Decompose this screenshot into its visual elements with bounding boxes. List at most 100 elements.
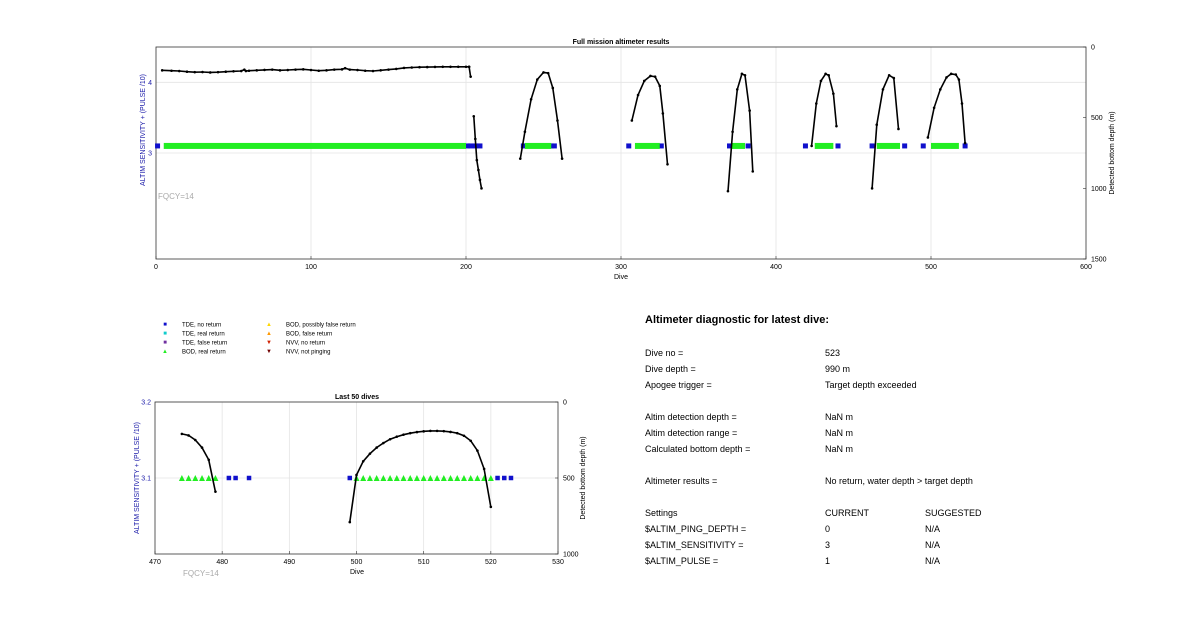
bottom-depth-point [368, 452, 372, 455]
bottom-depth-point [187, 434, 190, 437]
sensitivity-label: $ALTIM_SENSITIVITY = [645, 540, 744, 550]
grid-lines [156, 47, 1086, 259]
bottom-depth-line [181, 433, 217, 492]
tde-no-return-marker [226, 475, 232, 481]
fqcy-annotation: FQCY=14 [183, 569, 219, 578]
bottom-depth-point [224, 70, 228, 74]
x-tick-label: 470 [149, 559, 161, 566]
bottom-depth-point [429, 429, 432, 433]
y-right-tick-label: 0 [1091, 45, 1095, 52]
tde-no-return-marker [233, 475, 238, 481]
y-left-tick-label: 3 [148, 151, 152, 158]
y-right-axis-label: Detected bottom depth (m) [580, 436, 587, 519]
bod-real-return-marker [212, 475, 219, 481]
bod-real-return-marker [427, 475, 434, 481]
x-tick-label: 100 [305, 264, 317, 271]
legend-item-bod-false-return: ▲ BOD, false return [264, 331, 332, 338]
legend-label: TDE, no return [182, 322, 222, 329]
legend-label: TDE, false return [182, 340, 228, 347]
legend-label: BOD, real return [182, 349, 226, 356]
bottom-depth-point [751, 170, 755, 173]
dive-depth-value: 990 m [825, 364, 851, 374]
tde-no-return-marker [246, 475, 252, 481]
full-mission-chart: Full mission altimeter results 0 100 200 30… [140, 39, 1116, 281]
plot-area [154, 401, 559, 555]
bottom-depth-point [827, 73, 830, 77]
y-right-tick-label: 500 [563, 476, 575, 483]
x-axis-label: Dive [350, 569, 364, 576]
chart-title: Full mission altimeter results [573, 39, 670, 46]
bottom-depth-point [394, 67, 398, 71]
tde-no-return-marker [902, 143, 908, 149]
pulse-current: 1 [825, 556, 831, 566]
green-triangle-icon: ▲ [162, 349, 168, 355]
bottom-depth-point [348, 520, 352, 524]
bottom-depth-point [455, 431, 459, 435]
bod-real-return-marker [400, 475, 407, 481]
y-right-axis-ticks: 0 500 1000 [555, 400, 579, 559]
bottom-depth-point [348, 68, 352, 71]
bottom-depth-point [475, 158, 479, 162]
y-right-axis-ticks: 0 500 1000 1500 [1083, 45, 1107, 264]
bottom-depth-point [170, 69, 173, 73]
bottom-depth-point [735, 88, 739, 91]
bottom-depth-point [294, 68, 297, 71]
apogee-label: Apogee trigger = [645, 380, 712, 390]
bottom-depth-point [361, 459, 365, 463]
legend-item-tde-false-return: ■ TDE, false return [160, 340, 227, 347]
detection-depth-label: Altim detection depth = [645, 412, 737, 422]
fqcy-annotation: FQCY=14 [158, 192, 194, 201]
x-tick-label: 480 [216, 559, 228, 566]
bottom-depth-point [748, 109, 751, 112]
ping-depth-label: $ALTIM_PING_DEPTH = [645, 524, 747, 534]
bottom-depth-point [200, 446, 204, 449]
bod-real-return-marker [467, 475, 474, 481]
bottom-depth-point [536, 78, 539, 81]
tde-no-return-marker [962, 143, 968, 149]
bottom-depth-point [343, 66, 347, 70]
x-tick-label: 490 [283, 559, 295, 566]
tde-no-return-marker [347, 475, 353, 481]
bottom-depth-point [954, 73, 958, 76]
bottom-depth-point [177, 69, 181, 73]
bottom-depth-point [482, 467, 486, 471]
bottom-depth-point [518, 157, 522, 160]
bod-real-return-marker [353, 475, 360, 481]
blue-square-icon: ■ [163, 322, 167, 328]
bottom-depth-point [480, 187, 483, 190]
tde-no-return-marker [508, 475, 514, 481]
bod-real-return-marker [447, 475, 454, 481]
bod-real-return-marker [205, 475, 212, 481]
legend: ■ TDE, no return ■ TDE, real return ■ TDE, … [160, 322, 390, 362]
bottom-depth-point [467, 65, 471, 69]
bottom-depth-point [207, 458, 211, 462]
suggested-header: SUGGESTED [925, 508, 982, 518]
y-right-tick-label: 1000 [1091, 186, 1107, 193]
bottom-depth-point [875, 123, 879, 127]
bottom-depth-point [887, 73, 891, 77]
tde-no-return-marker [626, 143, 632, 149]
y-right-tick-label: 1500 [1091, 257, 1107, 264]
tde-no-return-marker [468, 143, 474, 149]
bottom-depth-point [270, 68, 274, 71]
bod-real-return-marker [481, 475, 488, 481]
bottom-depth-point [325, 69, 328, 72]
bottom-depth-point [317, 69, 321, 73]
bod-real-return-band [731, 142, 745, 149]
bottom-depth-point [462, 434, 466, 438]
tde-no-return-marker [727, 143, 732, 149]
bottom-depth-point [415, 430, 419, 434]
diagnostic-title: Altimeter diagnostic for latest dive: [645, 314, 829, 326]
apogee-value: Target depth exceeded [825, 380, 917, 390]
bottom-depth-point [388, 437, 392, 441]
bottom-depth-value: NaN m [825, 444, 854, 454]
bottom-depth-point [478, 178, 482, 182]
x-axis-label: Dive [614, 274, 628, 281]
tde-no-return-marker [658, 143, 664, 149]
bottom-depth-point [926, 136, 930, 139]
pulse-suggested: N/A [925, 556, 941, 566]
sensitivity-current: 3 [825, 540, 831, 550]
x-tick-label: 300 [615, 264, 627, 271]
bottom-depth-point [835, 124, 838, 128]
bod-real-return-marker [440, 475, 447, 481]
